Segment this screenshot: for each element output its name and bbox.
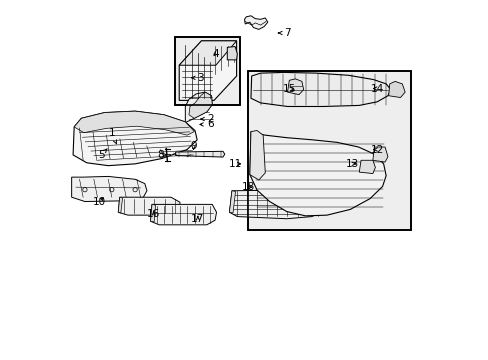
- Text: 16: 16: [147, 209, 160, 219]
- Polygon shape: [244, 16, 267, 30]
- Text: 6: 6: [200, 120, 213, 129]
- Text: 15: 15: [282, 84, 295, 94]
- Text: 1: 1: [108, 129, 116, 144]
- Polygon shape: [179, 41, 236, 100]
- Polygon shape: [118, 197, 122, 213]
- Polygon shape: [74, 111, 194, 135]
- Text: 18: 18: [241, 182, 254, 192]
- Polygon shape: [229, 191, 235, 213]
- Text: 8: 8: [157, 150, 166, 160]
- Polygon shape: [179, 41, 236, 65]
- Polygon shape: [188, 92, 212, 118]
- Text: 17: 17: [191, 215, 204, 224]
- Polygon shape: [175, 151, 224, 157]
- Bar: [174, 37, 240, 105]
- Polygon shape: [388, 81, 405, 98]
- Text: 3: 3: [191, 73, 203, 83]
- Polygon shape: [359, 160, 375, 174]
- Polygon shape: [287, 79, 303, 95]
- Polygon shape: [249, 132, 386, 216]
- Polygon shape: [150, 204, 155, 222]
- Text: 11: 11: [228, 159, 242, 169]
- FancyBboxPatch shape: [247, 71, 410, 230]
- Text: 2: 2: [201, 114, 213, 124]
- Polygon shape: [229, 190, 322, 219]
- Polygon shape: [150, 204, 216, 225]
- Polygon shape: [249, 131, 265, 180]
- Polygon shape: [72, 176, 147, 202]
- Polygon shape: [227, 46, 237, 60]
- Polygon shape: [250, 72, 390, 107]
- Bar: [247, 71, 410, 230]
- Text: 12: 12: [370, 144, 383, 154]
- Text: 7: 7: [278, 28, 290, 38]
- FancyBboxPatch shape: [174, 37, 240, 105]
- Text: 14: 14: [370, 84, 383, 94]
- Polygon shape: [372, 147, 387, 162]
- Text: 9: 9: [190, 141, 197, 151]
- Text: 4: 4: [212, 49, 219, 59]
- Text: 10: 10: [93, 197, 105, 207]
- Polygon shape: [118, 197, 180, 215]
- Polygon shape: [185, 92, 212, 123]
- Text: 5: 5: [98, 149, 107, 160]
- Polygon shape: [73, 111, 197, 166]
- Text: 13: 13: [345, 159, 358, 169]
